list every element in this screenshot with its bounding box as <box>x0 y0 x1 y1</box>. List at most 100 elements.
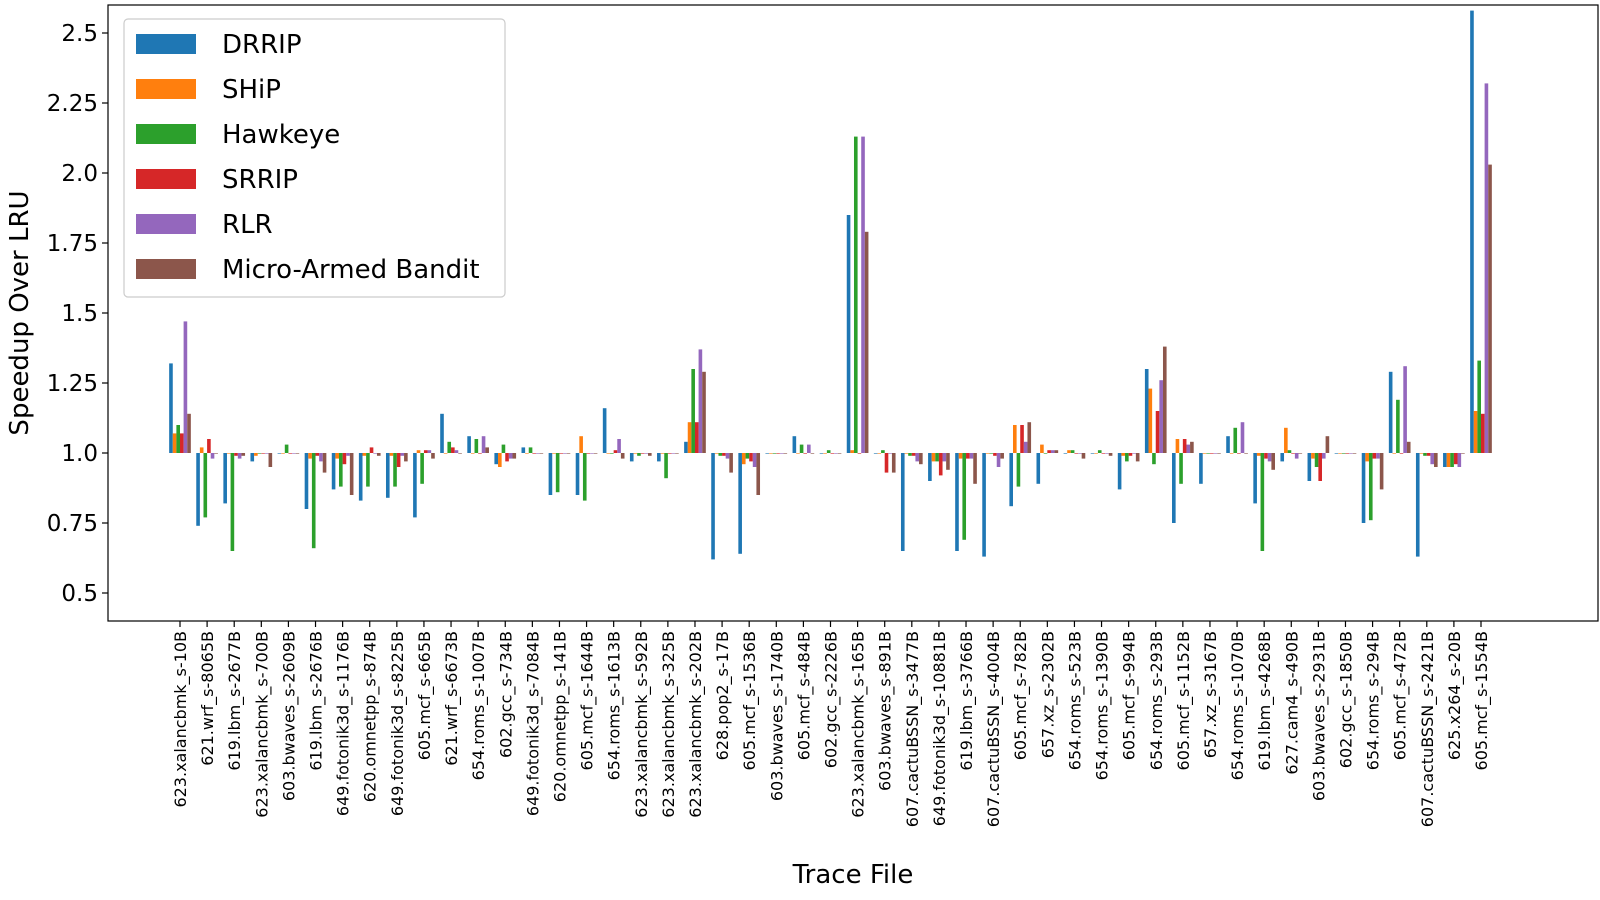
bar <box>1426 453 1431 456</box>
bar <box>1105 453 1109 454</box>
legend-label: Micro-Armed Bandit <box>222 255 480 285</box>
bar <box>1341 453 1346 454</box>
bar <box>1016 453 1021 487</box>
x-tick-label: 654.roms_s-1007B <box>469 631 489 780</box>
bar <box>807 444 811 453</box>
x-tick-label: 623.xalancbmk_s-202B <box>686 631 706 818</box>
bar <box>657 453 661 462</box>
bar <box>1182 439 1187 453</box>
bar <box>1461 453 1465 454</box>
y-tick-label: 2.5 <box>61 21 98 47</box>
bar <box>234 453 238 456</box>
bar <box>485 447 489 453</box>
bar <box>722 453 726 456</box>
bar <box>373 453 377 454</box>
bar <box>919 453 923 465</box>
bar <box>648 453 652 456</box>
bar <box>1419 453 1424 454</box>
bar <box>1027 422 1032 453</box>
bar <box>1043 453 1048 454</box>
x-tick-label: 654.roms_s-523B <box>1065 631 1085 770</box>
bar <box>470 453 475 454</box>
bar <box>1470 10 1474 453</box>
bar <box>911 453 916 456</box>
bar <box>358 453 363 501</box>
bar <box>837 453 842 454</box>
bar <box>454 450 459 453</box>
y-axis: 0.5 0.75 1.0 1.25 1.5 1.75 2.0 2.25 2.5 <box>47 21 108 607</box>
bar <box>1050 450 1055 453</box>
bar <box>1013 425 1017 453</box>
bar <box>539 453 544 454</box>
bar <box>1217 453 1221 454</box>
bar <box>783 453 788 454</box>
bar <box>613 450 618 453</box>
series-ship <box>172 388 1478 467</box>
bar <box>756 453 761 495</box>
bar <box>765 453 770 454</box>
y-tick-label: 1.5 <box>61 301 98 327</box>
bar <box>1202 453 1207 454</box>
bar <box>966 453 970 459</box>
bar <box>1294 453 1299 459</box>
bar <box>199 447 204 453</box>
bar <box>203 453 208 518</box>
bar <box>1054 450 1059 453</box>
legend-label: SHiP <box>222 75 281 105</box>
bar <box>664 453 668 479</box>
x-tick-label: 602.gcc_s-1850B <box>1336 631 1356 768</box>
bar <box>1321 453 1326 459</box>
legend-swatch <box>136 259 196 279</box>
bar <box>346 453 350 456</box>
y-axis-title: Speedup Over LRU <box>5 190 35 435</box>
bar <box>877 453 882 454</box>
bar <box>528 447 533 453</box>
bar <box>308 453 312 459</box>
x-tick-label: 654.roms_s-294B <box>1364 631 1384 770</box>
y-tick-label: 1.75 <box>47 231 98 257</box>
bar <box>687 422 692 453</box>
bar <box>169 363 173 453</box>
bar <box>749 453 753 462</box>
bar <box>857 453 862 454</box>
bar <box>431 453 435 459</box>
bar <box>339 453 343 487</box>
bar <box>1314 453 1319 467</box>
bar <box>322 453 327 473</box>
bars-layer <box>169 10 1492 560</box>
bar <box>1484 83 1489 454</box>
bar <box>1396 399 1400 453</box>
bar <box>799 444 804 453</box>
legend-swatch <box>136 79 196 99</box>
legend-item: RLR <box>136 210 273 240</box>
bar <box>1229 453 1234 454</box>
legend-swatch <box>136 169 196 189</box>
bar <box>779 453 784 454</box>
bar <box>1213 453 1218 454</box>
bar <box>853 136 858 453</box>
x-tick-label: 627.cam4_s-490B <box>1282 631 1302 775</box>
legend-swatch <box>136 34 196 54</box>
legend-item: SRRIP <box>136 165 298 195</box>
bar <box>1152 453 1156 465</box>
bar <box>776 453 780 454</box>
bar <box>908 453 912 456</box>
bar <box>284 444 289 453</box>
bar <box>1307 453 1312 481</box>
x-tick-label: 649.fotonik3d_s-10881B <box>930 631 950 826</box>
x-tick-label: 605.mcf_s-1536B <box>740 631 760 770</box>
bar <box>1233 427 1238 453</box>
x-tick-label: 657.xz_s-3167B <box>1201 631 1221 758</box>
bar <box>525 453 529 454</box>
bar <box>752 453 757 467</box>
bar <box>610 453 614 454</box>
bar <box>881 450 885 453</box>
bar <box>938 453 943 476</box>
x-tick-label: 602.gcc_s-734B <box>496 631 516 758</box>
bar <box>1446 453 1451 467</box>
bar <box>277 453 282 454</box>
x-tick-label: 602.gcc_s-2226B <box>822 631 842 768</box>
bar <box>512 453 517 459</box>
bar <box>268 453 273 467</box>
